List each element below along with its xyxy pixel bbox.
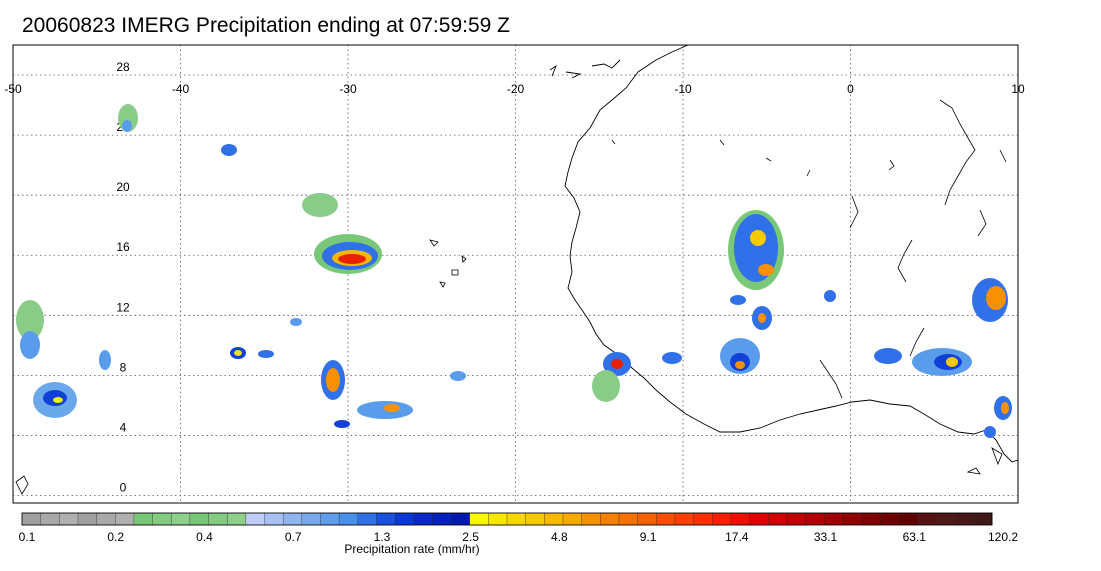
longitude-tick-label: 0	[847, 82, 854, 96]
colorbar-cell	[842, 512, 862, 526]
longitude-tick-label: 10	[1011, 82, 1025, 96]
colorbar-tick-label: 9.1	[640, 530, 657, 544]
colorbar-cell	[730, 512, 750, 526]
colorbar-cell	[823, 512, 844, 526]
colorbar-cell	[357, 512, 377, 526]
latitude-tick-label: 4	[120, 420, 127, 434]
colorbar-cell	[879, 512, 900, 526]
latitude-tick-labels: 2824201612840	[116, 60, 130, 494]
colorbar-cell	[488, 512, 508, 526]
latitude-tick-label: 12	[116, 300, 130, 314]
colorbar-tick-label: 120.2	[988, 530, 1018, 544]
longitude-tick-label: -50	[4, 82, 22, 96]
colorbar-cell	[656, 512, 676, 526]
colorbar-cell	[21, 512, 42, 526]
coastline-fragments	[15, 139, 1003, 495]
colorbar-tick-label: 0.2	[107, 530, 124, 544]
latitude-tick-label: 0	[120, 480, 127, 494]
colorbar-tick-labels: 0.1 0.2 0.4 0.7 1.3 2.5 4.8 9.1 17.4 33.1 63.1 120.…	[19, 530, 1019, 544]
colorbar-tick-label: 17.4	[725, 530, 749, 544]
colorbar-cell	[171, 512, 191, 526]
northwest-coastline	[549, 59, 621, 79]
longitude-tick-label: -40	[172, 82, 190, 96]
colorbar-cell	[413, 512, 433, 526]
colorbar-cell	[40, 512, 60, 526]
map-frame	[12, 44, 1019, 504]
longitude-tick-label: -30	[339, 82, 357, 96]
colorbar-cell	[189, 512, 210, 526]
colorbar-tick-label: 0.1	[19, 530, 36, 544]
colorbar-cell	[282, 512, 303, 526]
colorbar-cell	[115, 512, 135, 526]
colorbar-cells	[21, 512, 993, 526]
latitude-tick-label: 28	[116, 60, 130, 74]
colorbar-cell	[96, 512, 116, 526]
colorbar-cell	[637, 512, 657, 526]
colorbar-cell	[320, 512, 340, 526]
colorbar-tick-label: 0.7	[285, 530, 302, 544]
precipitation-field	[16, 104, 1012, 438]
colorbar-cell	[861, 512, 881, 526]
colorbar-cell	[562, 512, 583, 526]
colorbar-cell	[59, 512, 79, 526]
colorbar-cell	[954, 512, 974, 526]
colorbar-tick-label: 2.5	[462, 530, 479, 544]
longitude-tick-label: -20	[507, 82, 525, 96]
colorbar-cell	[693, 512, 713, 526]
colorbar-cell	[394, 512, 415, 526]
colorbar-cell	[376, 512, 396, 526]
colorbar-cell	[917, 512, 937, 526]
colorbar-cell	[450, 512, 471, 526]
colorbar-cell	[973, 512, 993, 526]
colorbar-cell	[525, 512, 545, 526]
colorbar-cell	[264, 512, 284, 526]
map-gridlines	[13, 45, 1018, 503]
latitude-tick-label: 20	[116, 180, 130, 194]
colorbar-cell	[805, 512, 825, 526]
colorbar-label: Precipitation rate (mm/hr)	[344, 542, 479, 556]
colorbar-cell	[245, 512, 266, 526]
colorbar-cell	[133, 512, 154, 526]
colorbar-cell	[432, 512, 452, 526]
latitude-tick-label: 8	[120, 360, 127, 374]
colorbar-cell	[674, 512, 695, 526]
colorbar-cell	[749, 512, 769, 526]
colorbar-cell	[77, 512, 98, 526]
colorbar-cell	[506, 512, 527, 526]
colorbar-cell	[600, 512, 620, 526]
colorbar-tick-label: 63.1	[903, 530, 927, 544]
colorbar-cell	[898, 512, 918, 526]
colorbar-tick-label: 0.4	[196, 530, 213, 544]
colorbar-cell	[767, 512, 788, 526]
colorbar-cell	[469, 512, 489, 526]
colorbar-cell	[581, 512, 601, 526]
colorbar-frame	[21, 512, 993, 526]
colorbar-tick-label: 1.3	[374, 530, 391, 544]
colorbar-cell	[338, 512, 359, 526]
colorbar-cell	[935, 512, 956, 526]
colorbar-cell	[711, 512, 732, 526]
colorbar-cell	[208, 512, 228, 526]
page-title: 20060823 IMERG Precipitation ending at 0…	[22, 14, 510, 37]
colorbar-tick-label: 4.8	[551, 530, 568, 544]
colorbar-tick-label: 33.1	[814, 530, 838, 544]
longitude-tick-labels: -50 -40 -30 -20 -10 0 10	[4, 82, 1025, 96]
colorbar-cell	[786, 512, 806, 526]
longitude-tick-label: -10	[674, 82, 692, 96]
latitude-tick-label: 16	[116, 240, 130, 254]
inland-water-lines	[819, 99, 1007, 399]
colorbar-cell	[544, 512, 564, 526]
colorbar-cell	[618, 512, 639, 526]
colorbar-cell	[301, 512, 321, 526]
colorbar-cell	[226, 512, 247, 526]
colorbar-cell	[152, 512, 172, 526]
